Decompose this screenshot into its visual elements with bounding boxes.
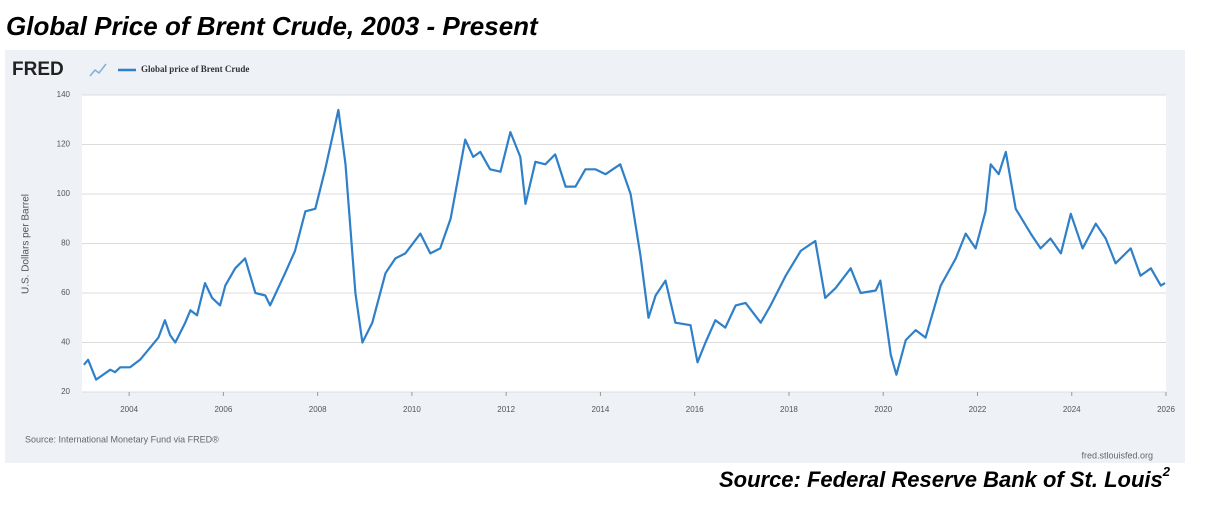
x-tick-label: 2014 <box>592 405 610 414</box>
y-tick-label: 40 <box>61 338 70 347</box>
y-tick-label: 100 <box>57 189 71 198</box>
x-tick-label: 2020 <box>874 405 892 414</box>
x-tick-label: 2026 <box>1157 405 1175 414</box>
source: Source: Federal Reserve Bank of St. Loui… <box>719 464 1171 491</box>
logo: FRED <box>12 59 64 80</box>
heading: Global Price of Brent Crude, 2003 - Pres… <box>6 11 539 41</box>
y-tick-label: 140 <box>57 90 71 99</box>
x-tick-label: 2004 <box>120 405 138 414</box>
y-tick-label: 60 <box>61 288 70 297</box>
y-tick-label: 20 <box>61 387 70 396</box>
x-tick-label: 2012 <box>497 405 515 414</box>
x-tick-label: 2024 <box>1063 405 1081 414</box>
y-tick-label: 80 <box>61 239 70 248</box>
y-tick-label: 120 <box>57 140 71 149</box>
legend-label: Global price of Brent Crude <box>141 64 249 74</box>
chart-note: Source: International Monetary Fund via … <box>25 434 219 444</box>
x-tick-label: 2018 <box>780 405 798 414</box>
x-tick-label: 2010 <box>403 405 421 414</box>
source-note: 2 <box>1162 464 1171 479</box>
y-axis-label: U.S. Dollars per Barrel <box>21 194 32 294</box>
x-tick-label: 2016 <box>686 405 704 414</box>
x-tick-label: 2008 <box>309 405 327 414</box>
credit: fred.stlouisfed.org <box>1081 450 1153 460</box>
x-tick-label: 2006 <box>214 405 232 414</box>
logo-icon <box>89 63 107 77</box>
source-text: Source: Federal Reserve Bank of St. Loui… <box>719 467 1163 492</box>
x-tick-label: 2022 <box>969 405 987 414</box>
data-line <box>83 108 1166 381</box>
